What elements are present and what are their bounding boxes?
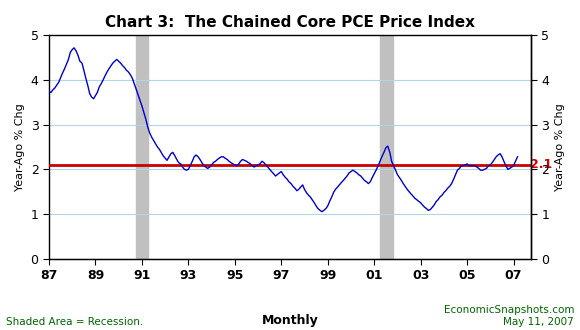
Y-axis label: Year-Ago % Chg: Year-Ago % Chg [15,103,25,191]
Text: Monthly: Monthly [262,314,318,327]
Text: Shaded Area = Recession.: Shaded Area = Recession. [6,317,143,327]
Y-axis label: Year-Ago % Chg: Year-Ago % Chg [555,103,565,191]
Text: 2.1: 2.1 [530,158,552,171]
Text: EconomicSnapshots.com
May 11, 2007: EconomicSnapshots.com May 11, 2007 [444,305,574,327]
Title: Chart 3:  The Chained Core PCE Price Index: Chart 3: The Chained Core PCE Price Inde… [105,15,475,30]
Bar [380,35,393,259]
Bar [136,35,148,259]
